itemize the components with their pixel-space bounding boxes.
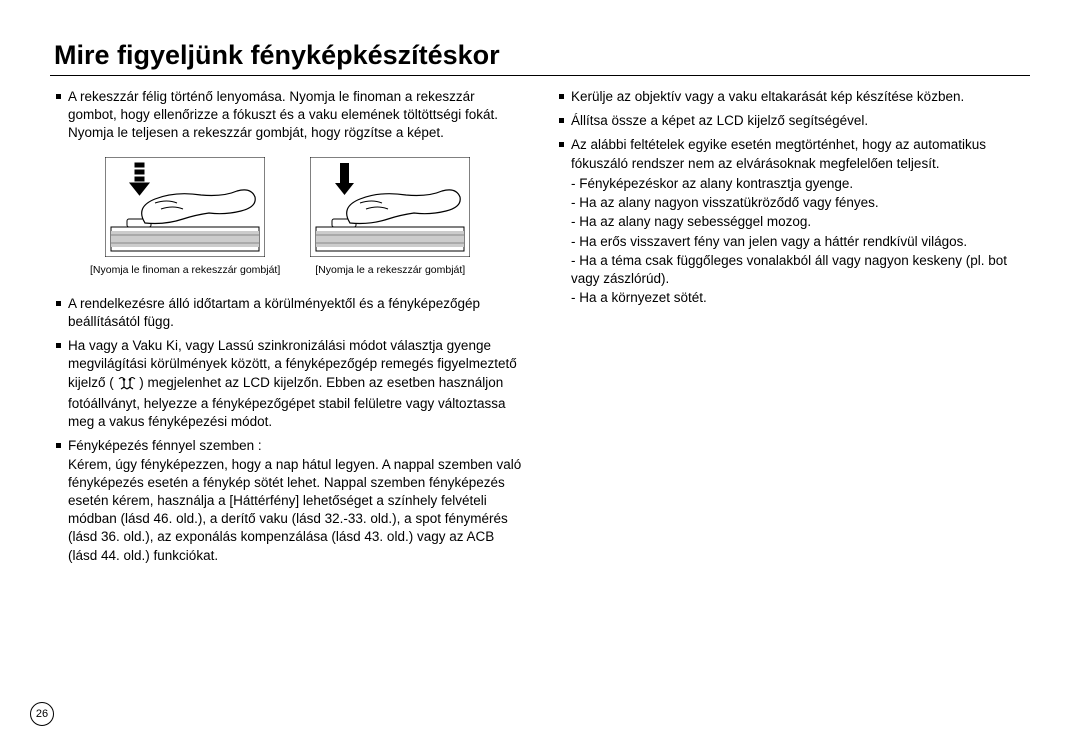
bullet-icon xyxy=(559,142,564,147)
bullet-icon xyxy=(56,343,61,348)
figures: [Nyomja le finoman a rekeszzár gombját] xyxy=(90,157,527,277)
left-bullet-3: Ha vagy a Vaku Ki, vagy Lassú szinkroniz… xyxy=(50,337,527,431)
figure-caption: [Nyomja le a rekeszzár gombját] xyxy=(315,263,465,277)
half-press-illustration xyxy=(105,157,265,257)
page-number: 26 xyxy=(30,702,54,726)
right-column: Kerülje az objektív vagy a vaku eltakará… xyxy=(553,88,1030,571)
sub-item: - Ha erős visszavert fény van jelen vagy… xyxy=(571,233,1030,251)
text: A rekeszzár félig történő lenyomása. Nyo… xyxy=(68,89,498,140)
figure-caption: [Nyomja le finoman a rekeszzár gombját] xyxy=(90,263,280,277)
left-column: A rekeszzár félig történő lenyomása. Nyo… xyxy=(50,88,527,571)
text: Az alábbi feltételek egyike esetén megtö… xyxy=(571,137,986,170)
figure-half-press: [Nyomja le finoman a rekeszzár gombját] xyxy=(90,157,280,277)
sub-item: - Fényképezéskor az alany kontrasztja gy… xyxy=(571,175,1030,193)
left-bullet-4: Fényképezés fénnyel szemben : Kérem, úgy… xyxy=(50,437,527,565)
page-title: Mire figyeljünk fényképkészítéskor xyxy=(54,40,1030,71)
figure-full-press: [Nyomja le a rekeszzár gombját] xyxy=(310,157,470,277)
title-rule xyxy=(50,75,1030,76)
right-bullet-1: Kerülje az objektív vagy a vaku eltakará… xyxy=(553,88,1030,106)
sub-item: - Ha a téma csak függőleges vonalakból á… xyxy=(571,252,1030,288)
bullet-icon xyxy=(559,94,564,99)
right-bullet-3: Az alábbi feltételek egyike esetén megtö… xyxy=(553,136,1030,307)
full-press-illustration xyxy=(310,157,470,257)
bullet-icon xyxy=(56,301,61,306)
sublist: - Fényképezéskor az alany kontrasztja gy… xyxy=(571,175,1030,308)
sub-item: - Ha a környezet sötét. xyxy=(571,289,1030,307)
text: Kerülje az objektív vagy a vaku eltakará… xyxy=(571,89,964,104)
columns: A rekeszzár félig történő lenyomása. Nyo… xyxy=(50,88,1030,571)
text: Állítsa össze a képet az LCD kijelző seg… xyxy=(571,113,868,128)
left-bullet-1: A rekeszzár félig történő lenyomása. Nyo… xyxy=(50,88,527,143)
left-bullet-2: A rendelkezésre álló időtartam a körülmé… xyxy=(50,295,527,331)
sub-item: - Ha az alany nagy sebességgel mozog. xyxy=(571,213,1030,231)
camera-shake-icon xyxy=(118,376,136,395)
right-bullet-2: Állítsa össze a képet az LCD kijelző seg… xyxy=(553,112,1030,130)
text: A rendelkezésre álló időtartam a körülmé… xyxy=(68,296,480,329)
bullet-icon xyxy=(56,443,61,448)
sub-item: - Ha az alany nagyon visszatükröződő vag… xyxy=(571,194,1030,212)
text-body: Kérem, úgy fényképezzen, hogy a nap hátu… xyxy=(68,457,521,563)
bullet-icon xyxy=(56,94,61,99)
text-head: Fényképezés fénnyel szemben : xyxy=(68,438,262,453)
bullet-icon xyxy=(559,118,564,123)
